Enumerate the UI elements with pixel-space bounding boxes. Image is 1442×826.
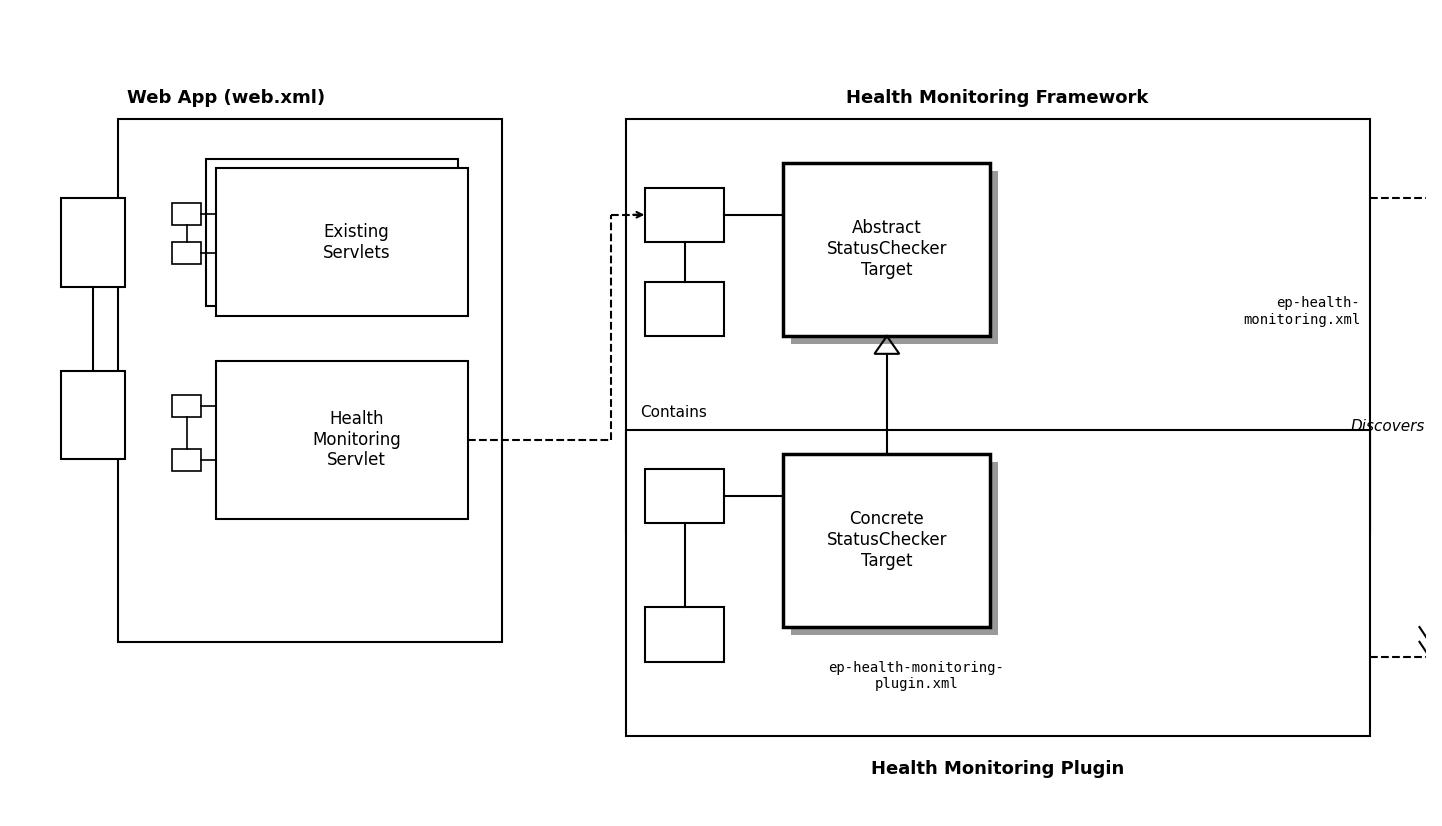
Bar — [172, 242, 202, 264]
Text: Discovers: Discovers — [1350, 420, 1425, 434]
Bar — [62, 371, 125, 459]
Text: Concrete
StatusChecker
Target: Concrete StatusChecker Target — [826, 510, 947, 570]
Bar — [792, 171, 998, 344]
Bar — [626, 119, 1370, 534]
Text: Abstract
StatusChecker
Target: Abstract StatusChecker Target — [826, 220, 947, 279]
Bar — [645, 607, 724, 662]
Bar — [172, 449, 202, 471]
Bar — [645, 282, 724, 336]
Text: ep-health-monitoring-
plugin.xml: ep-health-monitoring- plugin.xml — [829, 662, 1005, 691]
Bar — [206, 159, 459, 306]
Bar — [172, 396, 202, 417]
Text: Health Monitoring Plugin: Health Monitoring Plugin — [871, 760, 1123, 778]
Text: ep-health-
monitoring.xml: ep-health- monitoring.xml — [1243, 297, 1360, 326]
Bar — [645, 469, 724, 524]
Bar — [216, 169, 467, 316]
Bar — [783, 454, 991, 627]
Bar — [118, 119, 502, 642]
Text: Web App (web.xml): Web App (web.xml) — [127, 89, 326, 107]
Bar — [783, 164, 991, 336]
Bar — [172, 203, 202, 225]
Bar — [792, 463, 998, 635]
Bar — [62, 198, 125, 287]
Bar — [645, 188, 724, 242]
Text: Existing
Servlets: Existing Servlets — [323, 223, 391, 262]
Text: Contains: Contains — [640, 405, 707, 420]
Bar — [216, 361, 467, 519]
Text: Health
Monitoring
Servlet: Health Monitoring Servlet — [311, 410, 401, 469]
Text: Health Monitoring Framework: Health Monitoring Framework — [846, 89, 1148, 107]
Bar — [626, 430, 1370, 735]
